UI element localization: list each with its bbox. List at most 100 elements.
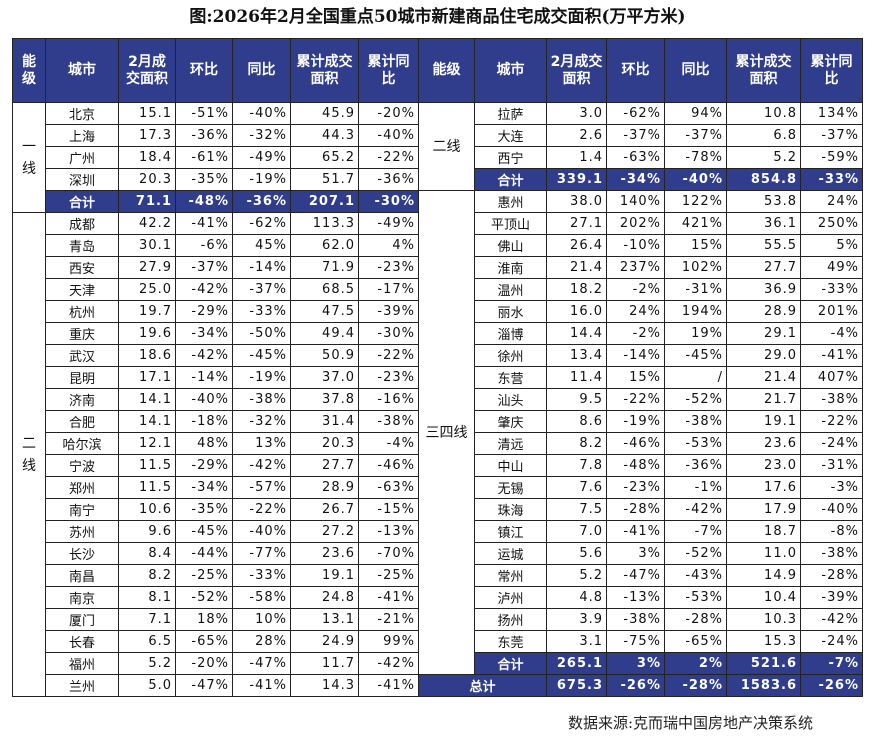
city-cell: 杭州 (45, 300, 119, 323)
city-cell: 南宁 (45, 498, 119, 521)
city-cell: 温州 (474, 278, 547, 301)
value-cell: 18.2 (546, 278, 607, 301)
value-cell: 102% (664, 256, 727, 279)
value-cell: 407% (800, 366, 863, 389)
value-cell: -63% (358, 476, 419, 499)
value-cell: 675.3 (546, 674, 607, 697)
value-cell: 7.8 (546, 454, 607, 477)
column-header: 累计成交面积 (726, 38, 801, 103)
value-cell: -46% (358, 454, 419, 477)
value-cell: -22% (358, 344, 419, 367)
city-cell: 宁波 (45, 454, 119, 477)
value-cell: -28% (800, 564, 863, 587)
value-cell: 122% (664, 190, 727, 213)
column-header: 同比 (664, 38, 727, 103)
value-cell: 68.5 (290, 278, 359, 301)
value-cell: 25.0 (118, 278, 176, 301)
value-cell: -36% (175, 124, 233, 147)
value-cell: 3% (606, 542, 665, 565)
value-cell: 4% (358, 234, 419, 257)
value-cell: -21% (358, 608, 419, 631)
table-row: 西安 27.9 -37% -14% 71.9 -23% 淮南 21.4 237% 102% 27.7… (13, 256, 863, 279)
value-cell: 18.4 (118, 146, 176, 169)
city-cell: 清远 (474, 432, 547, 455)
table-row: 二线 成都 42.2 -41% -62% 113.3 -49% 平顶山 27.1 202% 421%… (12, 212, 863, 697)
value-cell: -37% (606, 124, 665, 147)
value-cell: 48% (175, 432, 233, 455)
value-cell: -7% (800, 652, 863, 675)
city-cell: 昆明 (45, 366, 119, 389)
column-header: 2月成交面积 (118, 38, 176, 103)
value-cell: -17% (358, 278, 419, 301)
value-cell: -51% (175, 102, 233, 125)
city-cell: 成都 (45, 212, 119, 235)
value-cell: 19.7 (118, 300, 176, 323)
value-cell: -45% (175, 520, 233, 543)
column-header: 同比 (232, 38, 291, 103)
city-cell: 西安 (45, 256, 119, 279)
city-cell: 佛山 (474, 234, 547, 257)
value-cell: 37.8 (290, 388, 359, 411)
value-cell: -20% (358, 102, 419, 125)
value-cell: 18% (175, 608, 233, 631)
value-cell: 14.1 (118, 410, 176, 433)
value-cell: 29.0 (726, 344, 801, 367)
value-cell: 53.8 (726, 190, 801, 213)
column-header: 能级 (12, 38, 46, 103)
value-cell: 94% (664, 102, 727, 125)
value-cell: 11.5 (118, 454, 176, 477)
value-cell: 3% (606, 652, 665, 675)
value-cell: -42% (664, 498, 727, 521)
value-cell: -48% (606, 454, 665, 477)
value-cell: -23% (606, 476, 665, 499)
total-label: 合计 (45, 190, 119, 213)
value-cell: 6.8 (726, 124, 801, 147)
value-cell: 51.7 (290, 168, 359, 191)
city-cell: 大连 (474, 124, 547, 147)
value-cell: -31% (664, 278, 727, 301)
value-cell: -36% (664, 454, 727, 477)
value-cell: -40% (800, 498, 863, 521)
city-cell: 淮南 (474, 256, 547, 279)
value-cell: -52% (175, 586, 233, 609)
value-cell: -49% (232, 146, 291, 169)
value-cell: 18.7 (726, 520, 801, 543)
value-cell: 16.0 (546, 300, 607, 323)
city-cell: 深圳 (45, 168, 119, 191)
table-row: 苏州 9.6 -45% -40% 27.2 -13% 镇江 7.0 -41% -7% 18.7 -8% (13, 520, 863, 543)
column-header: 2月成交面积 (546, 38, 607, 103)
value-cell: -37% (800, 124, 863, 147)
value-cell: -34% (175, 322, 233, 345)
value-cell: 14.3 (290, 674, 359, 697)
value-cell: -62% (606, 102, 665, 125)
value-cell: -28% (664, 608, 727, 631)
value-cell: 7.0 (546, 520, 607, 543)
value-cell: 15.3 (726, 630, 801, 653)
value-cell: 10.3 (726, 608, 801, 631)
value-cell: -19% (606, 410, 665, 433)
city-cell: 肇庆 (474, 410, 547, 433)
value-cell: -24% (800, 432, 863, 455)
value-cell: 20.3 (290, 432, 359, 455)
value-cell: -41% (175, 212, 233, 235)
value-cell: -40% (175, 388, 233, 411)
value-cell: 15.1 (118, 102, 176, 125)
city-cell: 徐州 (474, 344, 547, 367)
value-cell: 12.1 (118, 432, 176, 455)
value-cell: 71.9 (290, 256, 359, 279)
value-cell: -2% (606, 322, 665, 345)
city-cell: 无锡 (474, 476, 547, 499)
value-cell: -44% (175, 542, 233, 565)
city-cell: 扬州 (474, 608, 547, 631)
value-cell: -31% (800, 454, 863, 477)
city-cell: 运城 (474, 542, 547, 565)
value-cell: 45% (232, 234, 291, 257)
value-cell: -22% (800, 410, 863, 433)
value-cell: 24% (800, 190, 863, 213)
value-cell: 1.4 (546, 146, 607, 169)
table-row: 上海 17.3 -36% -32% 44.3 -40% 大连 2.6 -37% -37% 6.8 -3… (13, 124, 863, 147)
table-row: 昆明 17.1 -14% -19% 37.0 -23% 东营 11.4 15%/21.4 407% (13, 366, 863, 389)
value-cell: 17.1 (118, 366, 176, 389)
table-row: 福州 5.2 -20% -47% 11.7 -42% 合计 265.1 3% 2% 521.6 -7% (13, 652, 863, 675)
tier-cell: 二线 (418, 102, 475, 191)
